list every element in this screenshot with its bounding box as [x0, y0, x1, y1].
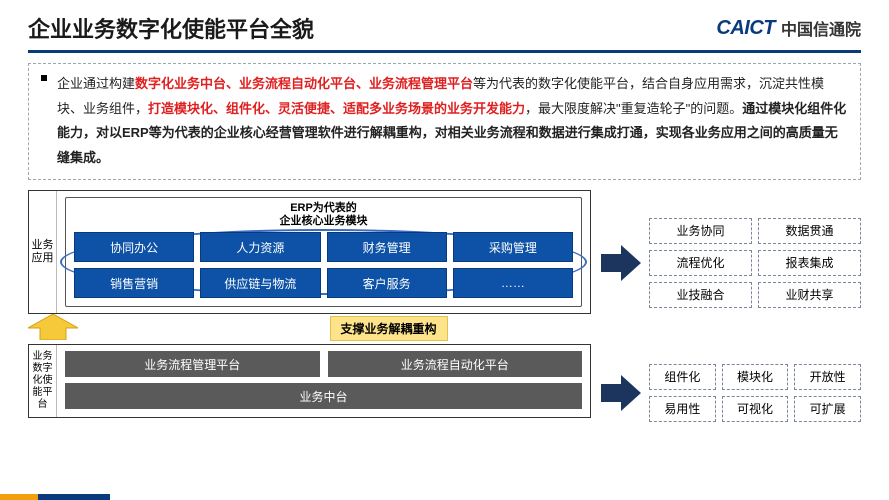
logo-en: CAICT: [716, 17, 775, 40]
tag-grid-2: 组件化 模块化 开放性 易用性 可视化 可扩展: [649, 364, 861, 422]
tag-grid-1: 业务协同 数据贯通 流程优化 报表集成 业技融合 业财共享: [649, 218, 861, 308]
tag: 业技融合: [649, 282, 752, 308]
arrow-down-wrap: 支撑业务解耦重构: [28, 314, 591, 344]
erp-cell: ……: [453, 268, 573, 298]
platform-cell: 业务流程管理平台: [65, 351, 320, 377]
erp-cell: 协同办公: [74, 232, 194, 262]
left-column: 业务应用 ERP为代表的 企业核心业务模块 协同办公 人力资源 财务管理 采购管…: [28, 190, 591, 422]
right-column: 业务协同 数据贯通 流程优化 报表集成 业技融合 业财共享 组件化 模块化 开放…: [601, 190, 861, 422]
tag: 业务协同: [649, 218, 752, 244]
arrow-right-icon: [601, 245, 641, 281]
erp-cell: 客户服务: [327, 268, 447, 298]
desc-text: 企业通过构建: [57, 76, 135, 91]
platform-wide: 业务中台: [65, 383, 582, 409]
erp-title-l2: 企业核心业务模块: [280, 215, 368, 227]
tag: 模块化: [722, 364, 789, 390]
arrow-up-icon: [28, 314, 78, 340]
logo-cn: 中国信通院: [781, 16, 861, 40]
page-title: 企业业务数字化使能平台全貌: [28, 12, 314, 44]
erp-cell: 财务管理: [327, 232, 447, 262]
bullet-icon: [41, 75, 47, 81]
platform-row: 业务流程管理平台 业务流程自动化平台: [65, 351, 582, 377]
tag: 报表集成: [758, 250, 861, 276]
result-group-2: 组件化 模块化 开放性 易用性 可视化 可扩展: [601, 364, 861, 422]
desc-highlight-1: 数字化业务中台、业务流程自动化平台、业务流程管理平台: [135, 76, 473, 91]
erp-cell: 销售营销: [74, 268, 194, 298]
desc-highlight-2: 打造模块化、组件化、灵活便捷、适配多业务场景的业务开发能力: [148, 101, 525, 116]
erp-cell: 采购管理: [453, 232, 573, 262]
tag: 开放性: [794, 364, 861, 390]
footer-stripe: [0, 494, 110, 500]
tag: 流程优化: [649, 250, 752, 276]
desc-text: ，最大限度解决"重复造轮子"的问题。: [525, 101, 742, 116]
tag: 易用性: [649, 396, 716, 422]
panel-label-1: 业务应用: [29, 191, 57, 313]
panel-platform: 业务数字化使能平台 业务流程管理平台 业务流程自动化平台 业务中台: [28, 344, 591, 418]
erp-cell: 供应链与物流: [200, 268, 320, 298]
platform-cell: 业务流程自动化平台: [328, 351, 583, 377]
title-underline: [28, 50, 861, 53]
erp-title: ERP为代表的 企业核心业务模块: [74, 202, 573, 228]
tag: 数据贯通: [758, 218, 861, 244]
tag: 组件化: [649, 364, 716, 390]
tag: 业财共享: [758, 282, 861, 308]
logo: CAICT 中国信通院: [716, 16, 861, 40]
tag: 可视化: [722, 396, 789, 422]
diagram-area: 业务应用 ERP为代表的 企业核心业务模块 协同办公 人力资源 财务管理 采购管…: [0, 190, 889, 422]
panel-business-app: 业务应用 ERP为代表的 企业核心业务模块 协同办公 人力资源 财务管理 采购管…: [28, 190, 591, 314]
header: 企业业务数字化使能平台全貌 CAICT 中国信通院: [0, 0, 889, 50]
erp-cell: 人力资源: [200, 232, 320, 262]
panel-body-1: ERP为代表的 企业核心业务模块 协同办公 人力资源 财务管理 采购管理 销售营…: [57, 191, 590, 313]
result-group-1: 业务协同 数据贯通 流程优化 报表集成 业技融合 业财共享: [601, 218, 861, 308]
erp-title-l1: ERP为代表的: [290, 202, 357, 214]
tag: 可扩展: [794, 396, 861, 422]
erp-grid: 协同办公 人力资源 财务管理 采购管理 销售营销 供应链与物流 客户服务 ……: [74, 232, 573, 298]
erp-container: ERP为代表的 企业核心业务模块 协同办公 人力资源 财务管理 采购管理 销售营…: [65, 197, 582, 307]
description-box: 企业通过构建数字化业务中台、业务流程自动化平台、业务流程管理平台等为代表的数字化…: [28, 63, 861, 180]
panel-body-2: 业务流程管理平台 业务流程自动化平台 业务中台: [57, 345, 590, 417]
arrow-right-icon: [601, 375, 641, 411]
support-label: 支撑业务解耦重构: [330, 316, 448, 341]
panel-label-2: 业务数字化使能平台: [29, 345, 57, 417]
